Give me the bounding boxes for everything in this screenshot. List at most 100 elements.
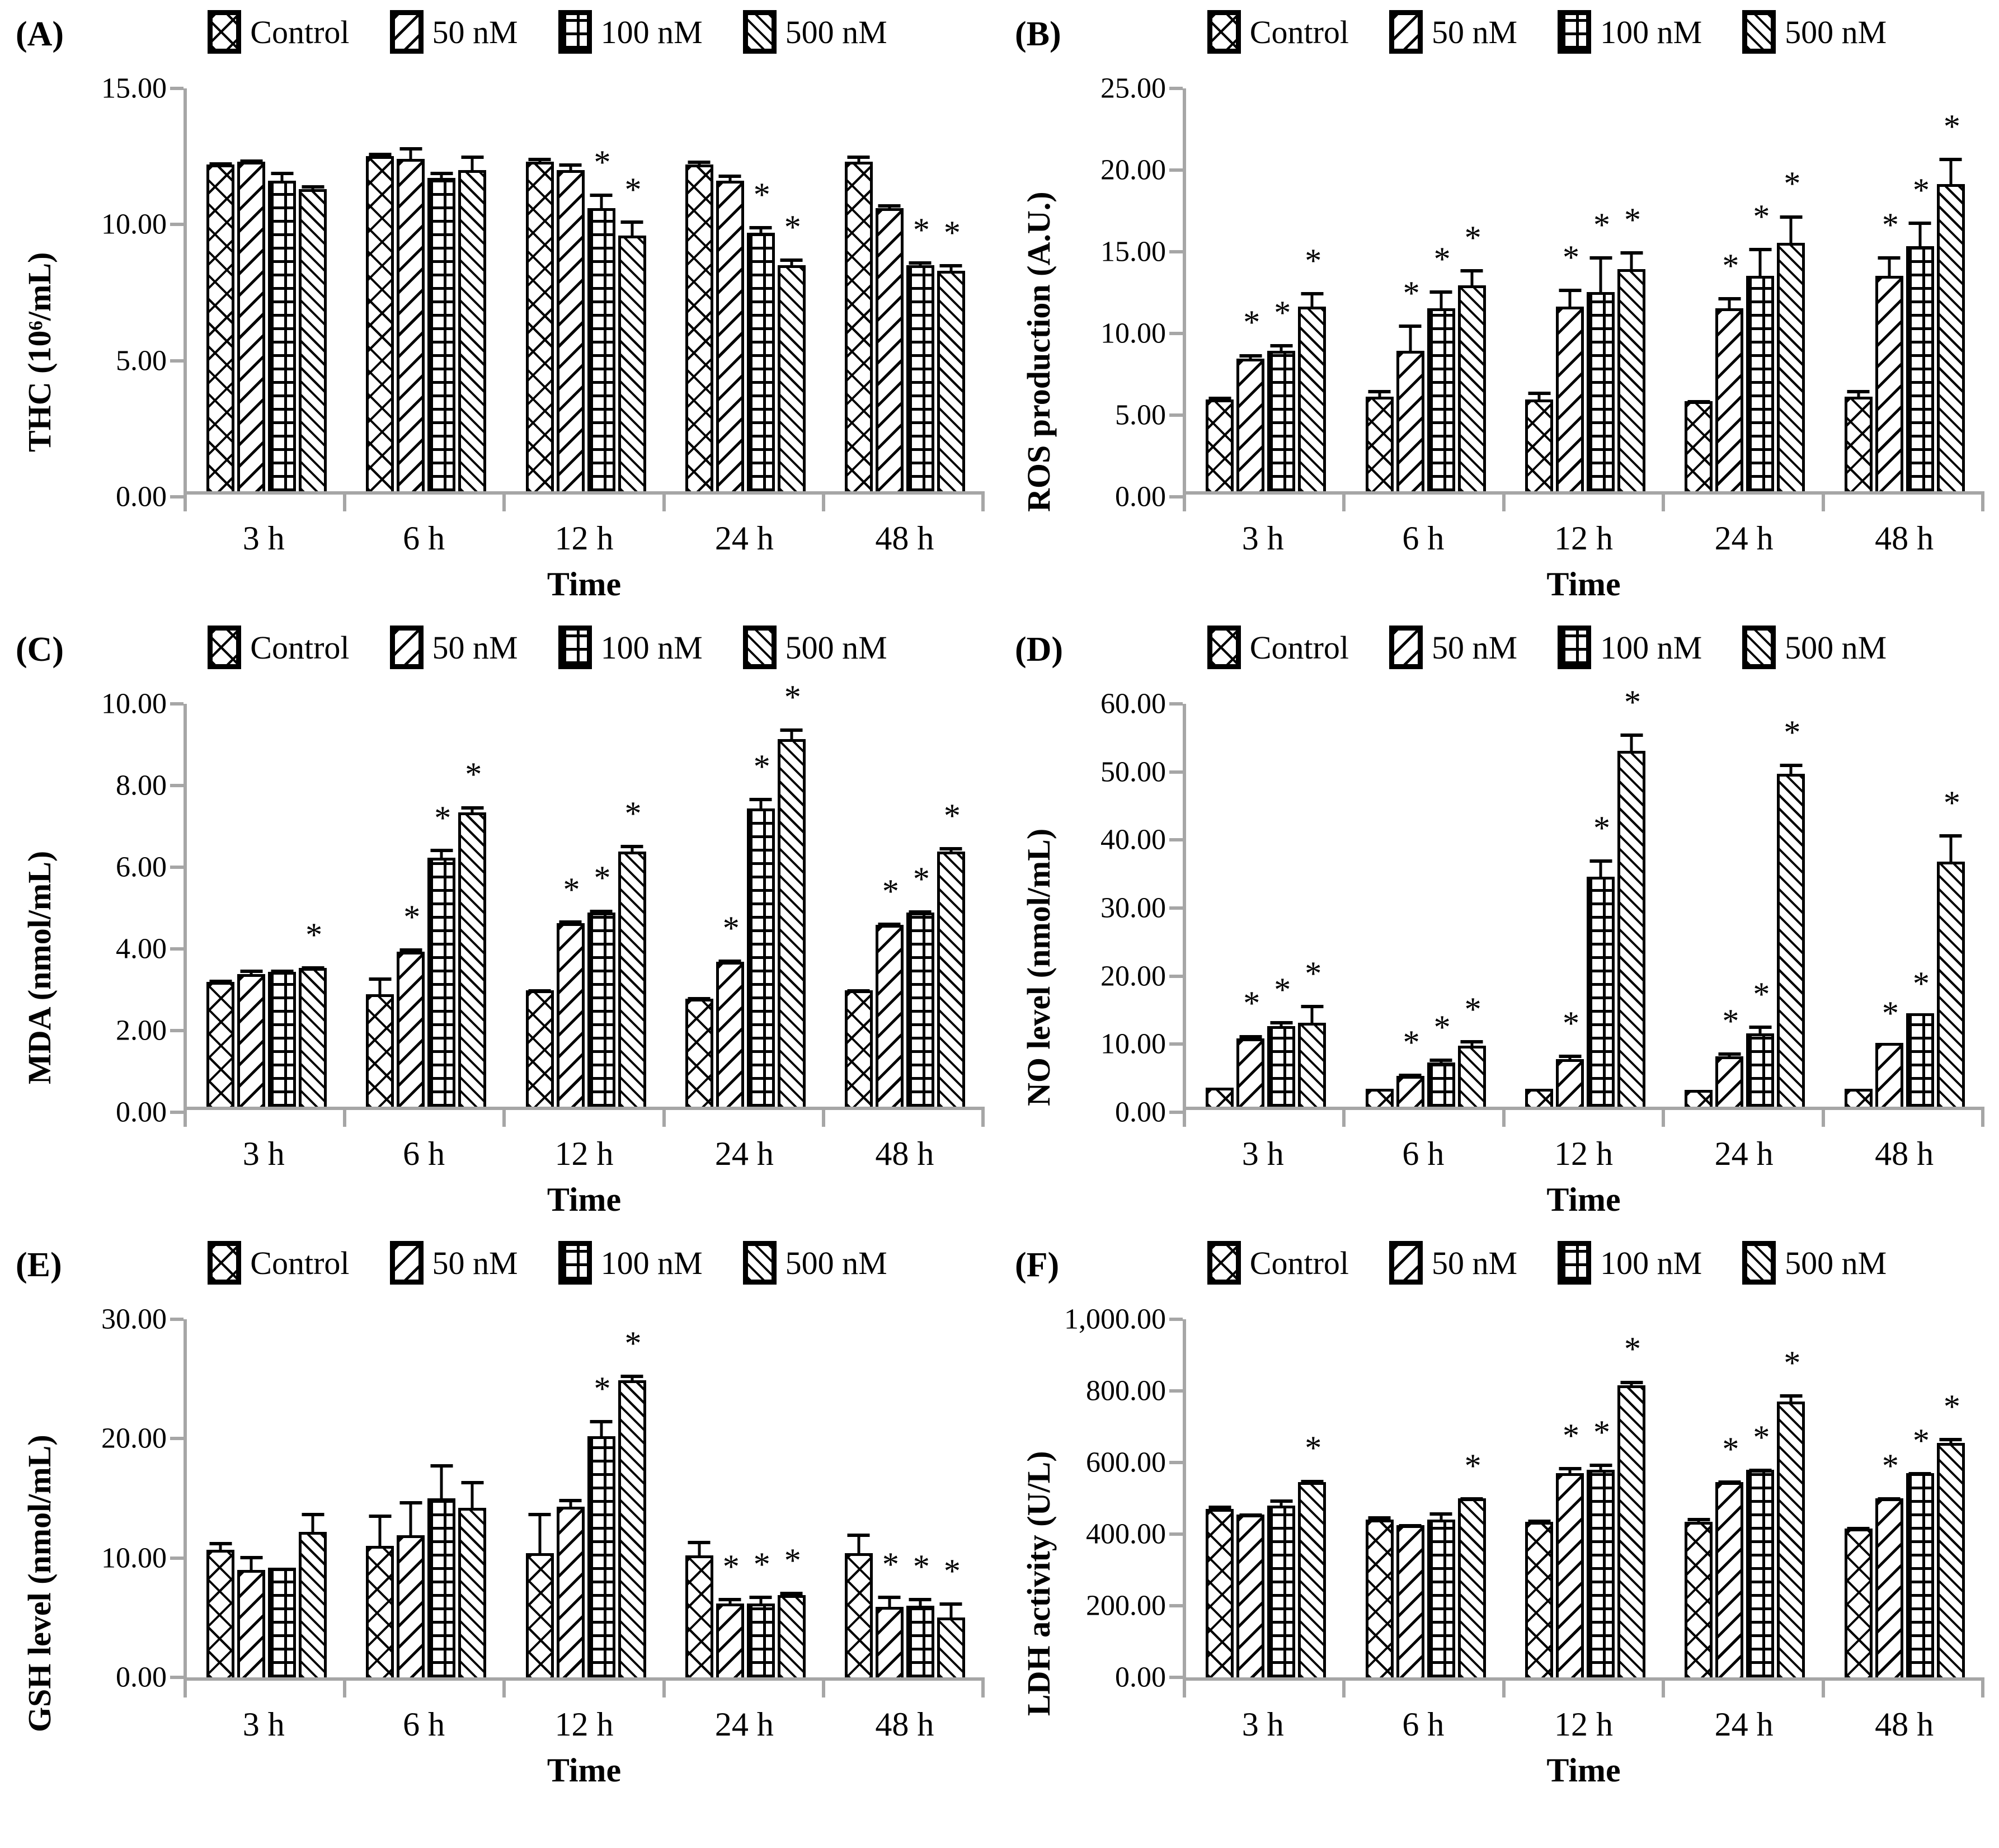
bar-group-6-h: * * *: [346, 704, 506, 1107]
error-bar: [409, 949, 412, 954]
legend-swatch-100-nm-icon: [1558, 1241, 1592, 1285]
bar-50-nm-6-h: *: [1396, 1026, 1424, 1107]
bar-100-nm-3-h: [1267, 1500, 1296, 1677]
bar-group-24-h: * * *: [1665, 88, 1824, 491]
x-tick-mark: [1346, 1110, 1506, 1127]
bar-control-48-h: [844, 1534, 873, 1677]
significance-asterisk: *: [753, 748, 770, 786]
y-tick-label: 60.00: [1100, 688, 1166, 720]
y-tick-mark: [1169, 168, 1183, 172]
legend-label-100-nm: 100 nM: [600, 1244, 703, 1281]
bar-500-nm-48-h: *: [937, 216, 965, 491]
bar-500-nm-48-h: *: [937, 1554, 965, 1677]
bar-500-nm-24-h: *: [1777, 1346, 1805, 1677]
significance-asterisk: *: [1624, 683, 1641, 721]
panel-a-label: (A): [16, 15, 64, 53]
x-tick-mark: [666, 495, 825, 511]
significance-asterisk: *: [784, 209, 801, 246]
panel-b-plot-column: * * * * * * * * * * * * * * * 3 h 6 h 12 h 24 h 48 h Time: [1183, 88, 1985, 615]
legend-item-500-nm: 500 nM: [1742, 10, 1887, 54]
legend-swatch-50-nm-icon: [1389, 1241, 1423, 1285]
error-bar: [1310, 1006, 1314, 1026]
x-category-label-48-h: 48 h: [875, 1706, 934, 1743]
error-bar: [1630, 252, 1633, 272]
panel-e: (E) Control 50 nM 100 nM 500 nM GSH level (…: [0, 1231, 999, 1848]
y-tick-label: 10.00: [101, 208, 167, 241]
legend-swatch-100-nm-icon: [558, 10, 592, 54]
bar-group-48-h: * * *: [1825, 704, 1984, 1107]
significance-asterisk: *: [943, 1553, 961, 1590]
legend-swatch-50-nm-icon: [1389, 626, 1423, 669]
error-bar: [857, 990, 860, 993]
bar-100-nm-24-h: *: [1746, 1421, 1775, 1677]
significance-asterisk: *: [784, 679, 801, 716]
y-tick-mark: [170, 1676, 184, 1679]
y-tick-mark: [170, 87, 184, 90]
error-bar: [1310, 293, 1314, 310]
bar-group-6-h: [346, 88, 506, 491]
y-tick-label: 40.00: [1100, 824, 1166, 856]
bar-500-nm-3-h: *: [1298, 1431, 1327, 1677]
error-bar: [759, 1596, 763, 1606]
bar-50-nm-12-h: *: [1556, 241, 1584, 491]
bar-50-nm-3-h: [237, 160, 266, 491]
y-tick-mark: [170, 1318, 184, 1321]
error-bar: [1728, 1054, 1731, 1059]
bar-group-48-h: * * *: [1825, 1319, 1984, 1677]
legend-item-500-nm: 500 nM: [742, 1241, 887, 1285]
bar-control-48-h: [844, 156, 873, 491]
bar-100-nm-24-h: *: [746, 1548, 775, 1677]
bar-control-12-h: [525, 1514, 554, 1677]
bar-50-nm-6-h: [397, 1502, 425, 1677]
x-tick-mark: [825, 495, 985, 511]
legend-label-50-nm: 50 nM: [432, 13, 518, 50]
error-bar: [728, 175, 732, 184]
y-tick-mark: [1169, 1389, 1183, 1393]
error-bar: [1949, 1439, 1953, 1446]
bar-100-nm-12-h: *: [587, 1372, 615, 1677]
bar-control-12-h: [525, 159, 554, 491]
panel-f-x-category-labels: 3 h 6 h 12 h 24 h 48 h: [1183, 1697, 1984, 1751]
y-tick-label: 10.00: [101, 1542, 167, 1574]
y-tick-label: 20.00: [1100, 960, 1166, 993]
legend-swatch-100-nm-icon: [558, 1241, 592, 1285]
panel-d-x-axis-title: Time: [1546, 1181, 1621, 1218]
y-tick-mark: [170, 223, 184, 227]
x-tick-mark: [1506, 1110, 1666, 1127]
y-tick-label: 1,000.00: [1064, 1303, 1166, 1336]
bar-control-3-h: [1206, 1087, 1234, 1107]
error-bar: [1888, 257, 1891, 279]
legend-item-50-nm: 50 nM: [1389, 626, 1517, 669]
significance-asterisk: *: [1784, 165, 1801, 203]
panel-f-legend: Control 50 nM 100 nM 500 nM: [1109, 1235, 1984, 1285]
legend-item-100-nm: 100 nM: [1558, 10, 1702, 54]
x-category-label-3-h: 3 h: [1241, 520, 1284, 557]
y-tick-mark: [1169, 974, 1183, 978]
error-bar: [311, 1514, 314, 1535]
error-bar: [1599, 860, 1602, 880]
x-category-label-24-h: 24 h: [714, 520, 774, 557]
bar-group-6-h: [346, 1319, 506, 1677]
significance-asterisk: *: [1563, 1417, 1580, 1455]
bar-50-nm-3-h: *: [1236, 986, 1265, 1107]
bar-500-nm-48-h: *: [1936, 110, 1965, 491]
y-tick-mark: [1169, 413, 1183, 417]
bar-group-48-h: * * *: [1825, 88, 1984, 491]
legend-swatch-control-icon: [1207, 10, 1241, 54]
error-bar: [698, 1541, 701, 1559]
legend-label-50-nm: 50 nM: [1432, 13, 1518, 50]
bar-100-nm-6-h: [427, 1465, 456, 1677]
legend-label-control: Control: [1249, 1244, 1349, 1281]
significance-asterisk: *: [1403, 1024, 1420, 1061]
legend-item-500-nm: 500 nM: [742, 10, 887, 54]
error-bar: [1568, 290, 1572, 310]
error-bar: [728, 960, 732, 965]
x-category-label-12-h: 12 h: [554, 520, 614, 557]
panel-b: (B) Control 50 nM 100 nM 500 nM ROS product…: [999, 0, 1999, 615]
error-bar: [759, 227, 763, 236]
bar-50-nm-24-h: *: [716, 911, 744, 1107]
significance-asterisk: *: [305, 916, 323, 953]
bar-control-48-h: [844, 990, 873, 1107]
